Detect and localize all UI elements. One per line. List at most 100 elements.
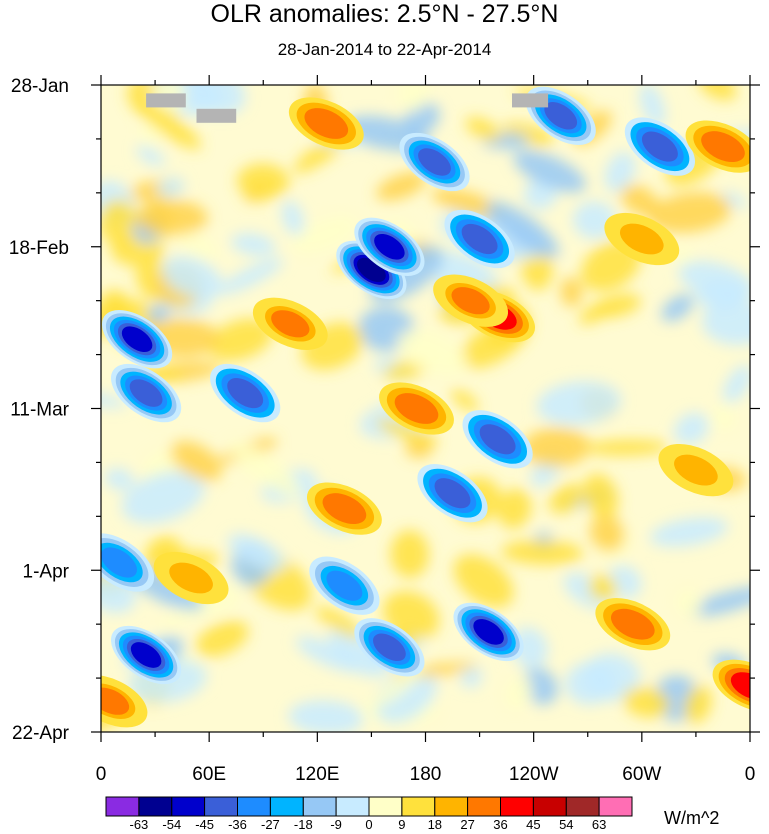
y-axis: 28-Jan 18-Feb 11-Mar 1-Apr 22-Apr xyxy=(9,76,760,744)
texture-blob xyxy=(195,620,249,657)
anomaly-center xyxy=(685,120,750,173)
texture-blob xyxy=(649,517,729,547)
anomaly-contour xyxy=(227,378,264,409)
x-tick-label: 120W xyxy=(509,764,559,785)
colorbar-label: -18 xyxy=(294,817,313,832)
anomaly-center xyxy=(417,464,488,523)
colorbar-label: -54 xyxy=(162,817,181,832)
colorbar-label: -27 xyxy=(261,817,280,832)
texture-blob xyxy=(687,586,750,617)
y-tick-label: 28-Jan xyxy=(11,76,69,97)
texture-blob xyxy=(588,574,618,602)
texture-blob xyxy=(104,468,134,491)
colorbar-swatch xyxy=(335,796,370,817)
texture-blob xyxy=(560,277,583,307)
anomaly-contour xyxy=(461,223,498,255)
texture-blob xyxy=(217,258,284,295)
texture-blob xyxy=(230,233,276,256)
missing-data-bar xyxy=(512,93,549,108)
texture-blob xyxy=(622,686,670,718)
y-tick-label: 22-Apr xyxy=(12,723,70,744)
texture-blob xyxy=(712,405,736,431)
texture-blob xyxy=(639,85,666,128)
y-tick-label: 1-Apr xyxy=(23,561,70,582)
colorbar-swatch xyxy=(434,796,469,817)
texture-blob xyxy=(698,85,737,101)
texture-blob xyxy=(674,412,709,445)
anomaly-contour xyxy=(121,326,153,353)
texture-blob xyxy=(604,151,636,192)
anomaly-contour xyxy=(619,223,664,255)
anomaly-contour xyxy=(479,424,516,455)
anomaly-contour xyxy=(271,310,310,338)
x-tick-label: 60E xyxy=(192,764,226,785)
y-tick-label: 11-Mar xyxy=(10,400,69,421)
texture-blob xyxy=(374,667,437,723)
texture-blob xyxy=(288,700,364,732)
anomaly-contour xyxy=(322,493,367,525)
colorbar: -63 -54 -45 -36 -27 -18 -9 0 9 18 27 36 45 54 63 xyxy=(105,796,633,832)
texture-blob xyxy=(376,172,427,201)
colorbar-label: 45 xyxy=(526,817,540,832)
anomaly-center xyxy=(252,297,328,350)
texture-blob xyxy=(291,216,358,254)
texture-blob xyxy=(497,488,532,529)
anomaly-contour xyxy=(544,102,578,130)
texture-blob xyxy=(375,418,439,445)
colorbar-swatch xyxy=(237,796,271,817)
anomaly-contour xyxy=(101,547,137,578)
colorbar-label: -9 xyxy=(330,817,342,832)
x-tick-label: 0 xyxy=(96,764,107,785)
texture-blob xyxy=(390,530,430,578)
texture-blob xyxy=(504,676,533,710)
texture-blob xyxy=(683,685,712,724)
x-tick-label: 180 xyxy=(410,764,442,785)
texture-blob xyxy=(161,256,223,299)
chart-title: OLR anomalies: 2.5°N - 27.5°N xyxy=(210,0,559,28)
anomaly-contour xyxy=(451,287,490,315)
texture-blob xyxy=(281,200,305,236)
anomaly-center xyxy=(399,132,470,192)
texture-blob xyxy=(676,589,702,618)
anomaly-center xyxy=(354,618,425,677)
colorbar-label: -63 xyxy=(130,817,149,832)
texture-blob xyxy=(583,439,670,456)
texture-blob xyxy=(453,554,514,608)
anomaly-center xyxy=(462,410,533,469)
anomaly-field xyxy=(101,85,750,732)
texture-blob xyxy=(513,150,586,193)
colorbar-swatch xyxy=(565,796,600,817)
anomaly-features xyxy=(101,86,750,728)
texture-blob xyxy=(315,606,363,638)
texture-blob xyxy=(661,294,694,322)
anomaly-contour xyxy=(372,633,406,662)
colorbar-swatch xyxy=(467,796,502,817)
texture-blob xyxy=(589,514,625,552)
anomaly-contour xyxy=(701,131,745,163)
texture-blob xyxy=(228,533,286,571)
anomaly-center xyxy=(153,551,229,605)
anomaly-center xyxy=(306,482,382,535)
texture-blob xyxy=(328,624,388,677)
texture-blob xyxy=(137,102,202,150)
texture-blob xyxy=(136,145,165,167)
anomaly-contour xyxy=(130,642,162,668)
colorbar-swatch xyxy=(105,796,140,817)
x-tick-label: 60W xyxy=(622,764,661,785)
anomaly-center xyxy=(354,217,425,276)
anomaly-contour xyxy=(418,148,451,176)
anomaly-center xyxy=(379,382,454,435)
anomaly-center xyxy=(444,209,515,269)
anomaly-contour xyxy=(304,108,349,139)
texture-blob xyxy=(578,299,615,325)
colorbar-swatch xyxy=(269,796,304,817)
anomaly-contour xyxy=(101,687,130,715)
texture-blob xyxy=(431,188,506,219)
texture-blob xyxy=(701,300,750,346)
anomaly-center xyxy=(453,602,524,662)
anomaly-center xyxy=(604,212,680,266)
anomaly-center xyxy=(210,363,281,423)
texture-blob xyxy=(619,184,660,217)
